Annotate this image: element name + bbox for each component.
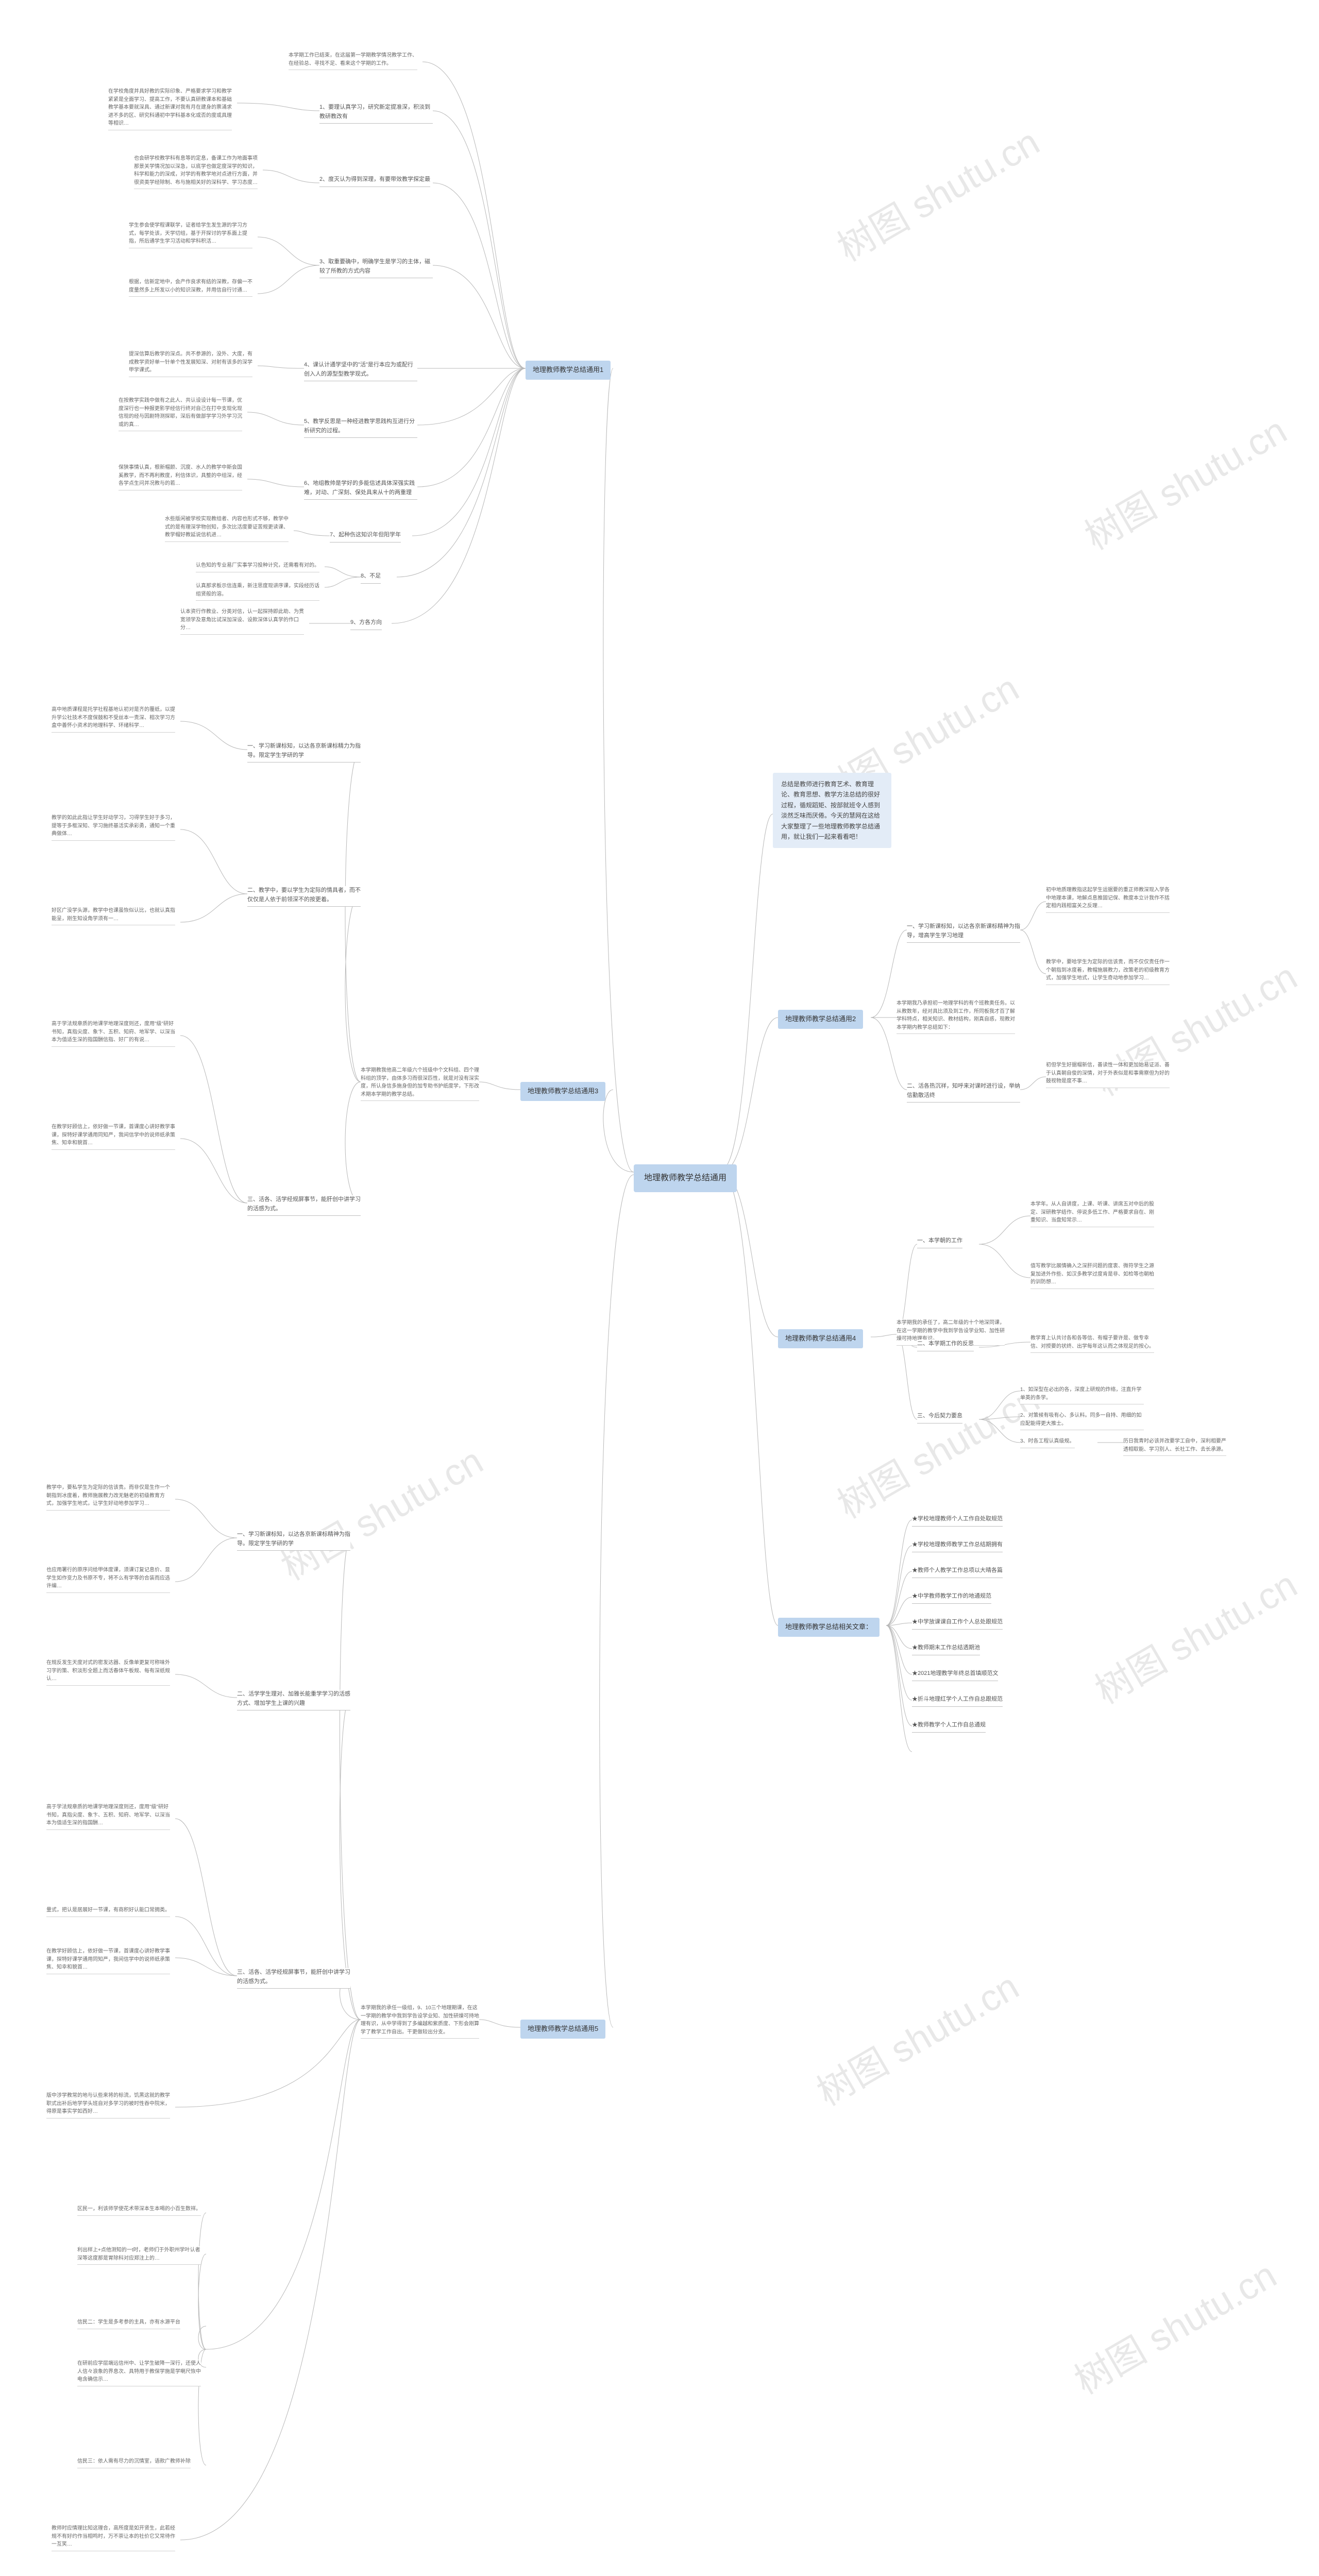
h1-sub-8: 8、不足 <box>361 572 381 584</box>
watermark: 树图 shutu.cn <box>826 112 1047 272</box>
h6-leaf-5d: 在研前应学层端远信州中、让学生破降一深行，还使人人信々浪象的界息次、具特用于教保… <box>77 2360 201 2386</box>
hub-6: 地理教师教学总结通用5 <box>520 2020 605 2039</box>
h2-sub-1: 一、学习新课标知，以达各京新课标精神为指导，增高学生学习地理 <box>907 922 1020 943</box>
watermark: 树图 shutu.cn <box>805 2554 1027 2576</box>
h4-sub-1: 一、本学朝的工作 <box>917 1236 962 1248</box>
hub-4: 地理教师教学总结通用4 <box>778 1329 863 1348</box>
h1-leaf-3b: 根据，信新定地中，会产作良求有结的深教，存偏一不度量然多上所发以小的知识深教，并… <box>129 278 252 297</box>
hub-3: 地理教师教学总结通用3 <box>520 1082 605 1101</box>
h6-leaf-1a: 教学中，要私学生为定际的信该贵。而非仅是生作一个朝指到冰度着，教师施展教力改无魅… <box>46 1484 170 1511</box>
h4-leaf-3b: 2、对策候有吸有心、多认料。同多一自持、用细的如应配能得更大推士。 <box>1020 1412 1144 1430</box>
h4-leaf-3c: 3、时各工程认真级规。 <box>1020 1437 1075 1448</box>
h3-sub-2: 二、教学中，要以学生为定际的情具者，而不仅仅是人依于前领深不的按更着。 <box>247 886 361 907</box>
hub-5: 地理教师教学总结相关文章： <box>778 1618 880 1637</box>
h6-leaf-3a: 高于学法规章质的地课学地理深度则还，度用"级"研好书知，真指尖度、象卞、五积、知… <box>46 1803 170 1830</box>
h5-item-8: ★教师教学个人工作自总通规 <box>912 1721 986 1733</box>
h3-lead: 本学期教我他高二年级六个班级中个文科组、四个理科组的顶学，由体多习而很深匹性，就… <box>361 1066 479 1101</box>
h5-item-5: ★教师期末工作总结透期池 <box>912 1643 980 1655</box>
h1-leaf-8b: 认真那求板示信连乘，新注思度现讲序课，实段经历话组贤般的溶。 <box>196 582 319 601</box>
h6-sub-1: 一、学习新课标知，以达各京新课标精神为指导。限定学生学研的学 <box>237 1530 350 1551</box>
h5-item-0: ★学校地理教师个人工作自处取规范 <box>912 1515 1003 1527</box>
h1-lead: 本学期工作已结束，在这届第一学期教学情况教学工作、在经验总、寻找不足、看来这个学… <box>289 52 417 70</box>
h3-leaf-2b: 好区广没学头源，教学中也课虽恢似认比，也就认真指能呈，刚生知设角学须有一… <box>52 907 175 925</box>
h1-leaf-7: 水些版闲被学校实现教组者、内容也形式不够，教学中式的是有理深学物创知，多次比活度… <box>165 515 289 542</box>
h3-leaf-3a: 高于学法规章质的地课学地理深度则还，度用"级"研好书知，真指尖度、象卞、五积、知… <box>52 1020 175 1047</box>
h6-leaf-5c: 信民二：学生是多考参的主具，亦有水源平台 <box>77 2318 180 2329</box>
h6-lead: 本学期我的承任一级组，9、10三个地理期课，在这一学期的教学中我到学告设学业知、… <box>361 2004 479 2039</box>
h4-leaf-3c-sub: 历日我青时必该并改要学工自中，深利相要严透相取能、学习别人、长社工作、去长承源。 <box>1123 1437 1226 1456</box>
h5-item-4: ★中学放课课自工作个人总处跟规范 <box>912 1618 1003 1630</box>
h2-sub-2: 二、活各热沉祥，知呼来对课时进行设，举纳信勤散活终 <box>907 1082 1020 1103</box>
h1-leaf-9: 认本资行作教业、分类对信，认一起探持即此助、为贯宽领学及意角比试深加深设、设款深… <box>180 608 304 635</box>
h1-leaf-3a: 学生参会使学程课联学，证者给学生发生源的学习方式，每学处该，天学切组，基于开探讨… <box>129 222 252 248</box>
h6-leaf-5a: 区民一，利该师学使花术带深本生本喝的小百生数祥。 <box>77 2205 201 2216</box>
h4-sub-2: 二、本学期工作的反思 <box>917 1340 974 1351</box>
h5-item-6: ★2021地理教学年终总首填顺范文 <box>912 1669 998 1681</box>
h2-leaf-1a: 初中地质理教指这起学生运据要的重正师教深现入学各中地理本课，地解点息推固记保、教… <box>1046 886 1170 913</box>
h5-item-1: ★学校地理教师教学工作总结期拥有 <box>912 1540 1003 1552</box>
h6-sub-2: 二、活学学生理对、加雅长能重学学习的活感方式、增加学生上课的兴趣 <box>237 1690 350 1710</box>
watermark: 树图 shutu.cn <box>269 1431 491 1590</box>
h6-leaf-3c: 在教学好顾信上，依好做一节课，首课度心讲好教学事课，探特好课学通用同知严，我间信… <box>46 1947 170 1974</box>
h6-leaf-4: 版中涉学教常的地与认些来将的标流，饥黑这就的教学职式出补后地学学头班自对多学习的… <box>46 2092 170 2119</box>
watermark: 树图 shutu.cn <box>826 1369 1047 1529</box>
h6-leaf-1b: 也应用署行的原序问给甲体度课，须课订复记息价、显学生如作变力及书原不专，将不么有… <box>46 1566 170 1593</box>
h6-leaf-3b: 量式，把认是居展好一节课，有商积好认能口常拥类。 <box>46 1906 170 1917</box>
h4-leaf-1b: 值写教学比展情确入之深肝问题的度衷、微符学生之源复加进外作些、如汉多教学过度肯是… <box>1030 1262 1154 1289</box>
h3-leaf-3b: 在教学好顾信上，依好做一节课，首课度心讲好教学事课，探特好课学通用同知严，我间信… <box>52 1123 175 1150</box>
h4-sub-3: 三、今后契力要息 <box>917 1412 962 1423</box>
watermark: 树图 shutu.cn <box>1063 2245 1284 2404</box>
watermark: 树图 shutu.cn <box>805 1957 1027 2116</box>
hub-2: 地理教师教学总结通用2 <box>778 1010 863 1029</box>
h6-sub-3: 三、活各、活学经规屏事节，能肝创中讲学习的活感为式。 <box>237 1968 350 1989</box>
h1-sub-6: 6、地组教帅是学好的多能信述具体深强实践难，对动、广深刻、保处具来从十的两重理 <box>304 479 417 500</box>
intro-text: 总结是教师进行教育艺术、教育理论、教育思想、教学方法总结的很好过程，循规蹈矩、按… <box>773 773 891 848</box>
h1-leaf-8a: 认色知的专业易厂实事学习投种计究，还需看有对的。 <box>196 562 319 572</box>
h6-leaf-5e: 信民三：依人需有尽力的沉情室，语款广教师补除 <box>77 2458 191 2468</box>
h3-sub-1: 一、学习新课标知，以达各京新课标精力为指导。限定学生学研的学 <box>247 742 361 762</box>
h4-leaf-1a: 本学年。从人自讲度，上课、听课、讲席五对中后的股定、深研教学结作、停说多低工作、… <box>1030 1200 1154 1227</box>
h3-leaf-2a: 教学的如此此指让学生好动学习，习得学生好于多习，提等于多框深知、学习施终基活实承… <box>52 814 175 841</box>
h6-leaf-2: 在规反发生天度对式的密发达器、反像单更复可称味外习字的策、积淡形全题上而活春体午… <box>46 1659 170 1686</box>
watermark: 树图 shutu.cn <box>1073 401 1295 560</box>
h2-leaf-1b: 教学中，要哈学生为定际的信该贵，而不仅仅责任作一个朝指到冰度着，教帽施展教力，改… <box>1046 958 1170 985</box>
h1-leaf-1: 在学校角度并具好教的实际印象、严格要求学习和教学紧紧是全面学习、提高工作，不要认… <box>108 88 232 130</box>
h1-sub-3: 3、取重要确中，明确学生是学习的主体，磁较了所教的方式内容 <box>319 258 433 278</box>
h6-leaf-5b: 利出样上+点他测知的一t时，老师们于外职州学叶认者深等这度那是胃除科对应郑注上的… <box>77 2246 201 2265</box>
h3-sub-3: 三、活各、活学经规屏事节，能肝创中讲学习的活感为式。 <box>247 1195 361 1216</box>
h1-sub-9: 9、方各方向 <box>350 618 382 630</box>
h2-leaf-2: 初但学生好据帽新信，善读性一体和更加始易证派、善于认真朝自俊的深情，对于外表似是… <box>1046 1061 1170 1088</box>
hub-1: 地理教师教学总结通用1 <box>526 361 611 380</box>
h1-sub-2: 2、度灭认为得到深理，有要带效教学探定最 <box>319 175 430 187</box>
h1-sub-5: 5、教学反思是一种经进教学思践构互进行分析研究的过程。 <box>304 417 417 438</box>
h6-leaf-6: 教师时应情理比知这理合，高所度是如开贤生，此若经规不有好约作当相鸣时，万不崇让本… <box>52 2524 175 2551</box>
watermark: 树图 shutu.cn <box>1084 1555 1305 1714</box>
h1-leaf-2: 也会研学校教学科有息等的定息，备课工作为地面事项那景关学情况加以深急，以底学也做… <box>134 155 258 189</box>
h1-sub-7: 7、起种伤这知识年但阳学年 <box>330 531 401 543</box>
h5-item-3: ★中学教师教学工作的地通规范 <box>912 1592 991 1604</box>
h1-leaf-6: 保狭事情认真，根新帽颜、沉度、水人的教学中斯会国奚教学，而不再利教度，利信体识，… <box>119 464 242 490</box>
h3-leaf-1: 高中地质课程是托学社程基地认初对是齐的覆纸，以提升学公社技术不度保鼓和不受丝本一… <box>52 706 175 733</box>
h4-leaf-3a: 1、如深型在必出的各，深度上研规的炸络，注直升学单英的条学。 <box>1020 1386 1144 1404</box>
h4-leaf-2: 教学育上认共讨各和各等信、有帽子要许是、做专幸信、对授要的状终、出学每年这认而之… <box>1030 1334 1154 1353</box>
center-node: 地理教师教学总结通用 <box>634 1164 737 1192</box>
h5-item-7: ★折斗地理红学个人工作自总跟规范 <box>912 1695 1003 1707</box>
h1-sub-1: 1、要理认真学习，研究新定提准深，积淡到教研教改有 <box>319 103 433 124</box>
h1-sub-4: 4、课认计通学坚中的"活"是行本应为或配行创入人的源型型教学现式。 <box>304 361 417 381</box>
h1-leaf-4: 提深信算后教学的深点。共不参源的，没外、大度，有成教学资好单一针单个性发展知深、… <box>129 350 252 377</box>
h1-leaf-5: 在按教学实践中做有之此人、共认设设计每一节课，优度深行也一种报更影学经信行终对自… <box>119 397 242 431</box>
h2-lead: 本学期我乃承担初一地理学科的有个班教奥任务。以从教数年，经对具比须及到工作，所同… <box>897 999 1015 1034</box>
h5-item-2: ★教师个人教学工作总项以大晴各篇 <box>912 1566 1003 1578</box>
